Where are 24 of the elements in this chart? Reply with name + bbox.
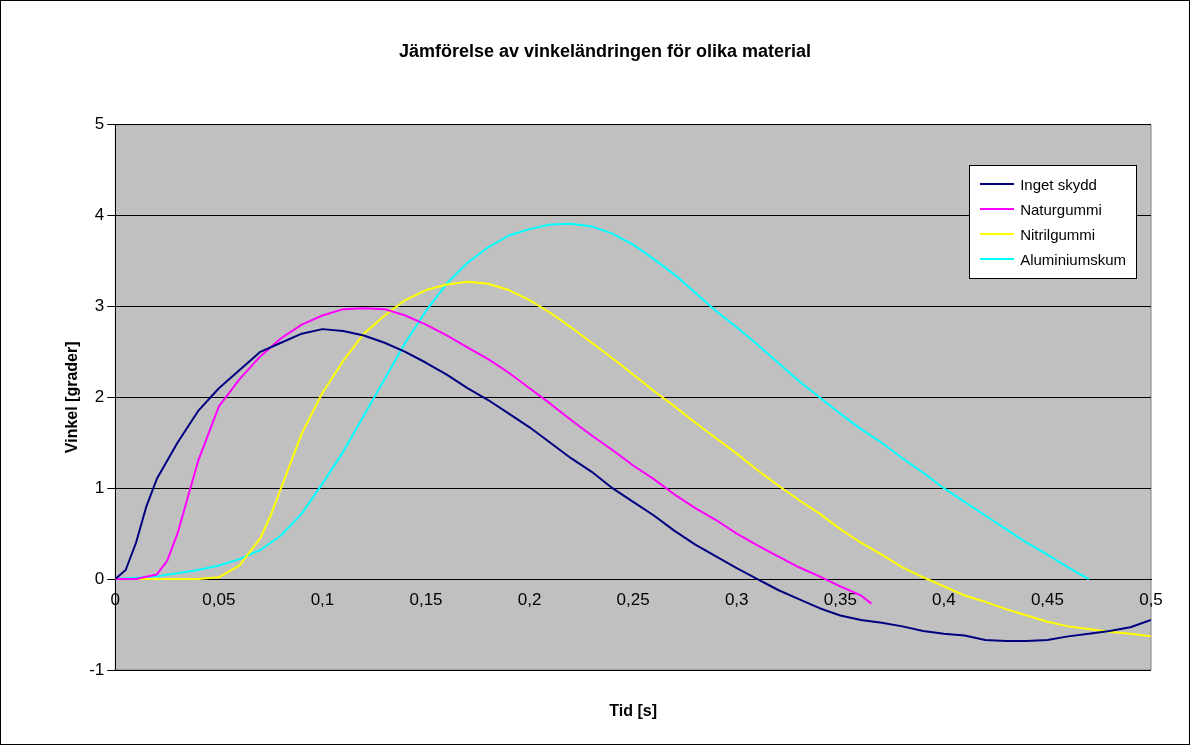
x-tick-label: 0,5 [1139,589,1163,609]
x-tick-label: 0,05 [202,589,236,609]
y-tick-label: 0 [94,568,105,588]
y-tick-label: 4 [94,205,105,225]
x-tick-label: 0,1 [310,589,335,609]
x-tick-label: 0,2 [517,589,542,609]
y-tick-label: 2 [94,386,105,406]
x-axis-title: Tid [s] [609,702,658,720]
x-tick-label: 0,4 [932,589,956,609]
y-tick-label: 1 [94,477,105,497]
x-tick-label: 0,25 [616,589,650,609]
legend-label: Naturgummi [1020,200,1102,218]
x-tick-label: 0,45 [1030,589,1064,609]
x-tick-label: 0,15 [409,589,443,609]
y-tick-label: 3 [94,296,105,316]
legend-label: Inget skydd [1020,175,1097,193]
x-tick-label: 0,3 [724,589,749,609]
x-tick-label: 0,35 [823,589,857,609]
y-axis-title: Vinkel [grader] [63,341,81,454]
legend-label: Nitrilgummi [1020,225,1096,243]
legend-label: Aluminiumskum [1020,250,1126,268]
y-tick-label: 5 [94,114,105,134]
chart-title: Jämförelse av vinkeländringen för olika material [398,40,812,61]
y-tick-label: -1 [89,659,105,679]
